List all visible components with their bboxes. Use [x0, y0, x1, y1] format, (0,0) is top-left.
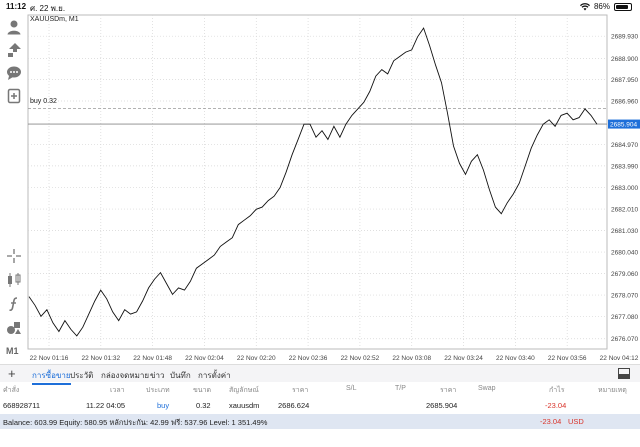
signal-icon[interactable]	[5, 41, 23, 59]
order-type: buy	[157, 401, 170, 410]
order-profit: -23.04	[545, 401, 567, 410]
y-tick-label: 2688.900	[611, 56, 638, 63]
tab-mailbox[interactable]: กล่องจดหมาย	[101, 371, 150, 380]
col-tp: T/P	[395, 385, 406, 392]
price-series-line	[28, 27, 598, 337]
col-type: ประเภท	[146, 387, 170, 394]
x-tick-label: 22 Nov 02:20	[237, 355, 276, 362]
col-swap: Swap	[478, 385, 496, 392]
current-price-label: 2685.904	[610, 122, 637, 129]
y-tick-label: 2679.060	[611, 271, 638, 278]
table-row[interactable]: 668928711 11.22 04:05 buy 0.32 xauusdm 2…	[0, 398, 640, 412]
chat-icon[interactable]	[5, 64, 23, 82]
y-tick-label: 2677.080	[611, 314, 638, 321]
order-time: 11.22 04:05	[86, 401, 126, 410]
order-id: 668928711	[3, 401, 40, 410]
tab-settings[interactable]: การตั้งค่า	[198, 371, 231, 380]
user-icon[interactable]	[5, 18, 23, 36]
x-tick-label: 22 Nov 03:40	[496, 355, 535, 362]
balance-text: Balance: 603.99 Equity: 580.95 หลักประกั…	[3, 418, 268, 427]
balance-bar: Balance: 603.99 Equity: 580.95 หลักประกั…	[0, 414, 640, 429]
x-tick-label: 22 Nov 04:12	[600, 355, 639, 362]
order-symbol: xauusdm	[229, 401, 260, 410]
order-current-price: 2685.904	[426, 401, 458, 410]
y-tick-label: 2684.970	[611, 142, 638, 149]
tab-journal[interactable]: บันทึก	[170, 371, 191, 380]
order-open-price: 2686.624	[278, 401, 310, 410]
add-icon[interactable]: +	[8, 366, 16, 381]
col-sl: S/L	[346, 385, 357, 392]
col-time: เวลา	[110, 387, 125, 394]
timeframe-label[interactable]: M1	[6, 346, 19, 356]
add-doc-icon[interactable]	[5, 87, 23, 105]
currency: USD	[568, 417, 584, 426]
collapse-panel-icon[interactable]	[618, 368, 630, 379]
x-tick-label: 22 Nov 01:32	[81, 355, 120, 362]
trade-table-header: คำสั่ง เวลา ประเภท ขนาด สัญลักษณ์ ราคา S…	[0, 382, 640, 396]
col-size: ขนาด	[193, 387, 212, 394]
current-price-tag	[608, 119, 640, 129]
x-tick-label: 22 Nov 03:24	[444, 355, 483, 362]
symbol-label: XAUUSDm, M1	[30, 16, 79, 23]
objects-icon[interactable]	[5, 319, 23, 337]
left-toolbar: M1	[0, 14, 27, 364]
order-size: 0.32	[196, 401, 211, 410]
x-tick-label: 22 Nov 02:36	[289, 355, 328, 362]
y-tick-label: 2681.030	[611, 228, 638, 235]
col-open-price: ราคา	[292, 387, 309, 394]
status-right: 86%	[579, 2, 632, 11]
x-tick-label: 22 Nov 01:16	[30, 355, 69, 362]
col-profit: กำไร	[549, 387, 565, 394]
x-tick-label: 22 Nov 01:48	[133, 355, 172, 362]
col-order: คำสั่ง	[3, 387, 20, 394]
y-tick-label: 2683.000	[611, 185, 638, 192]
y-tick-label: 2676.070	[611, 336, 638, 343]
col-price: ราคา	[440, 387, 457, 394]
x-tick-label: 22 Nov 02:52	[341, 355, 380, 362]
col-symbol: สัญลักษณ์	[229, 387, 259, 394]
chart-svg[interactable]: 2689.930 2688.900 2687.950 2686.960 2684.970…	[27, 14, 640, 364]
y-tick-label: 2683.990	[611, 163, 638, 170]
order-line-label: buy 0.32	[30, 98, 57, 105]
y-tick-label: 2686.960	[611, 99, 638, 106]
bottom-tabs: + การซื้อขาย ประวัติ กล่องจดหมาย ข่าว บั…	[0, 364, 640, 385]
crosshair-icon[interactable]	[5, 247, 23, 265]
function-icon[interactable]	[5, 295, 23, 313]
y-tick-label: 2689.930	[611, 34, 638, 41]
tab-trade[interactable]: การซื้อขาย	[32, 371, 71, 385]
status-bar: 11:12 ศ. 22 พ.ย. 86%	[0, 0, 640, 14]
x-tick-label: 22 Nov 03:08	[392, 355, 431, 362]
total-profit: -23.04	[540, 417, 562, 426]
battery-icon	[614, 2, 632, 11]
tab-history[interactable]: ประวัติ	[70, 371, 94, 380]
x-tick-label: 22 Nov 03:56	[548, 355, 587, 362]
status-time: 11:12	[6, 2, 27, 11]
y-tick-label: 2687.950	[611, 77, 638, 84]
battery-percent: 86%	[593, 2, 610, 11]
x-tick-label: 22 Nov 02:04	[185, 355, 224, 362]
tab-news[interactable]: ข่าว	[150, 371, 165, 380]
price-chart[interactable]: 2689.930 2688.900 2687.950 2686.960 2684.970…	[27, 14, 640, 364]
wifi-icon	[579, 2, 590, 10]
y-tick-label: 2680.040	[611, 250, 638, 257]
plot-frame	[27, 14, 608, 350]
col-comment: หมายเหตุ	[598, 387, 627, 394]
status-date: ศ. 22 พ.ย.	[30, 4, 66, 13]
y-tick-label: 2682.010	[611, 207, 638, 214]
indicators-icon[interactable]	[5, 271, 23, 289]
y-tick-label: 2678.070	[611, 293, 638, 300]
